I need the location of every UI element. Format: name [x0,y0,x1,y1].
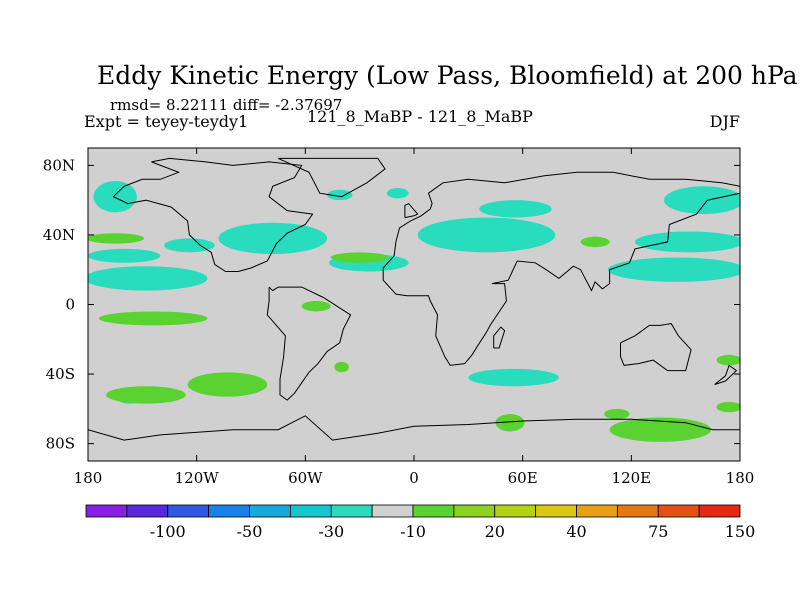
y-tick-label: 80S [46,435,75,453]
contour-region-3 [88,248,161,263]
contour-region-18 [301,301,331,312]
x-tick-label: 180 [74,469,103,487]
contour-region-16 [88,233,145,244]
stats-line: rmsd= 8.22111 diff= -2.37697 [110,96,342,114]
y-tick-label: 0 [65,296,75,314]
y-tick-label: 40S [46,365,75,383]
colorbar-swatch [249,504,291,518]
contour-region-22 [187,372,268,397]
colorbar-swatch [208,504,250,518]
y-tick-label: 80N [43,156,75,174]
colorbar-swatch [535,504,577,518]
contour-region-26 [604,408,630,420]
coastline-6 [88,415,740,441]
contour-region-12 [634,231,740,253]
colorbar-swatch [330,504,373,518]
coastline-4 [382,171,740,366]
colorbar-swatch [289,504,332,518]
contour-region-14 [468,368,559,387]
colorbar-swatch [167,504,210,518]
colorbar-label: 40 [566,522,586,541]
x-tick-label: 60E [508,469,538,487]
colorbar-swatch [453,504,496,518]
contour-region-5 [164,238,215,253]
colorbar-swatch [616,504,659,518]
coastline-9 [714,364,738,385]
case-label: 121_8_MaBP - 121_8_MaBP [307,107,533,126]
contour-region-10 [479,200,552,218]
contour-region-25 [609,417,712,442]
coastline-8 [404,202,419,219]
x-axis: 180 120W 60W 0 60E 120E 180 [74,148,755,487]
plot-background [88,148,740,461]
contour-region-4 [218,222,328,255]
coastline-3 [266,286,352,401]
contour-region-1 [93,181,137,213]
contour-region-7 [327,189,353,201]
colorbar-label: -100 [150,522,186,541]
contour-region-24 [495,414,525,432]
colorbar-label: 150 [725,522,756,541]
contour-regions [88,181,740,442]
x-tick-label: 120W [175,469,220,487]
coastline-1 [112,157,314,272]
y-tick-label: 40N [43,226,75,244]
chart-title: Eddy Kinetic Energy (Low Pass, Bloomfiel… [97,58,800,90]
contour-region-21 [106,386,186,404]
colorbar-swatch [576,504,618,518]
colorbar-swatch [371,504,414,518]
colorbar: -100 -50 -30 -10 20 40 75 150 [85,504,756,541]
colorbar-swatch [85,504,128,518]
colorbar-label: 75 [648,522,668,541]
coastlines [88,157,740,441]
colorbar-label: -50 [237,522,263,541]
colorbar-label: -10 [400,522,426,541]
contour-region-9 [417,217,556,253]
title-main: Eddy Kinetic Energy (Low Pass, Bloomfiel… [97,61,800,90]
x-tick-label: 60W [288,469,323,487]
colorbar-swatch [412,504,455,518]
coastline-7 [493,326,506,349]
contour-region-28 [716,354,740,366]
x-tick-label: 120E [612,469,652,487]
coastline-5 [620,323,692,372]
contour-region-8 [386,187,409,199]
colorbar-label: 20 [485,522,505,541]
colorbar-swatch [657,504,700,518]
contour-region-27 [716,401,740,413]
x-tick-label: 0 [409,469,419,487]
colorbar-label: -30 [318,522,344,541]
coastline-2 [277,157,386,198]
colorbar-swatch [126,504,169,518]
y-axis: 80N 40N 0 40S 80S [43,156,740,453]
x-tick-label: 180 [726,469,755,487]
contour-region-19 [330,252,389,263]
contour-region-13 [607,257,740,282]
colorbar-swatch [698,504,741,518]
colorbar-swatch [494,504,537,518]
season-label: DJF [710,112,740,131]
contour-region-23 [334,361,349,373]
contour-region-17 [98,311,208,326]
contour-region-20 [580,236,610,248]
contour-region-11 [663,186,740,215]
contour-region-2 [88,266,208,291]
experiment-label: Expt = teyey-teydy1 [84,112,248,131]
